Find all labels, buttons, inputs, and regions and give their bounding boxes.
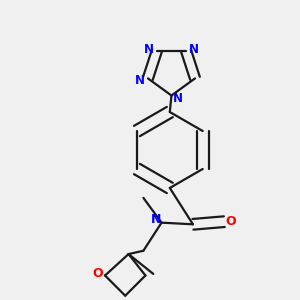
Text: N: N <box>151 213 161 226</box>
Text: O: O <box>92 267 103 280</box>
Text: N: N <box>189 43 199 56</box>
Text: N: N <box>144 43 154 56</box>
Text: O: O <box>225 215 236 228</box>
Text: N: N <box>172 92 182 105</box>
Text: N: N <box>135 74 145 86</box>
